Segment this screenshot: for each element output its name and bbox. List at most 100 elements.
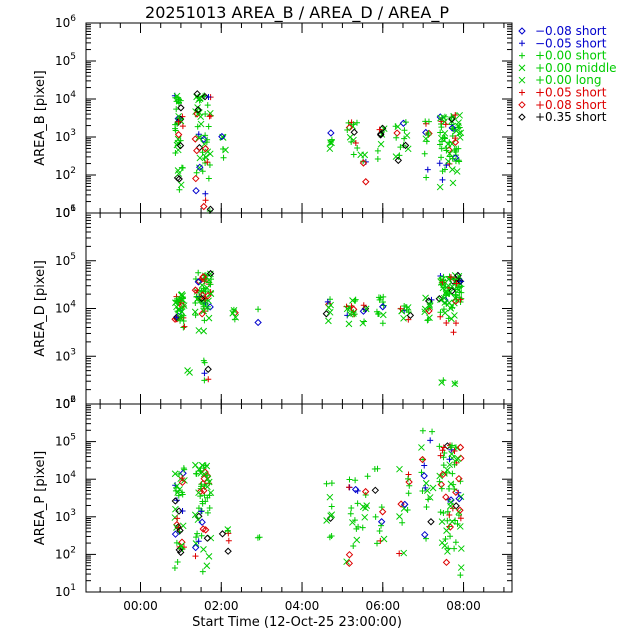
data-point <box>448 283 456 290</box>
data-point <box>203 534 212 542</box>
data-point <box>422 479 430 487</box>
data-point <box>326 493 334 501</box>
data-point <box>371 486 380 495</box>
data-point <box>229 309 237 317</box>
data-point <box>439 470 447 479</box>
data-point <box>449 304 456 311</box>
data-point <box>378 124 387 133</box>
y-tick-exponent: 5 <box>70 252 76 262</box>
data-point <box>198 281 206 289</box>
data-point <box>176 141 185 150</box>
data-point <box>197 120 205 128</box>
data-point <box>201 155 208 162</box>
data-point <box>359 307 368 315</box>
data-point <box>173 174 182 182</box>
data-point <box>455 272 463 280</box>
data-point <box>456 277 465 285</box>
data-point <box>195 109 203 116</box>
data-point <box>354 500 361 507</box>
data-point <box>196 97 203 104</box>
data-point <box>452 112 459 119</box>
data-point <box>175 118 182 125</box>
data-point <box>345 550 354 559</box>
data-point <box>174 515 181 522</box>
data-point <box>174 167 182 174</box>
data-point <box>173 482 181 490</box>
data-point <box>323 480 330 487</box>
data-point <box>177 104 185 112</box>
y-tick-exponent: 3 <box>70 508 76 518</box>
data-point <box>456 523 464 530</box>
data-point <box>439 447 446 454</box>
data-point <box>205 376 212 383</box>
data-point <box>443 442 452 450</box>
data-point <box>441 309 449 317</box>
data-point <box>376 131 385 139</box>
data-point <box>440 510 447 517</box>
data-point <box>426 303 434 310</box>
data-point <box>446 461 454 469</box>
data-point <box>423 138 430 145</box>
chart-title: 20251013 AREA_B / AREA_D / AREA_P <box>145 3 449 23</box>
data-point <box>255 306 262 313</box>
data-point <box>180 318 187 325</box>
data-point <box>419 427 426 434</box>
data-point <box>200 486 208 495</box>
data-point <box>354 487 361 494</box>
data-point <box>449 179 457 187</box>
data-point <box>196 163 204 172</box>
data-point <box>179 508 186 515</box>
data-point <box>405 309 412 316</box>
data-point <box>452 291 459 298</box>
data-point <box>362 178 370 186</box>
data-point <box>224 547 232 555</box>
data-point <box>380 535 388 543</box>
data-point <box>200 303 207 310</box>
data-point <box>438 485 445 492</box>
data-point <box>392 123 399 130</box>
data-point <box>456 294 463 301</box>
data-point <box>180 465 187 472</box>
data-point <box>201 526 210 534</box>
data-point <box>231 316 238 323</box>
data-point <box>447 274 454 281</box>
data-point <box>446 456 453 463</box>
data-point <box>198 518 206 526</box>
y-tick-exponent: 2 <box>70 545 76 555</box>
data-point <box>179 292 187 300</box>
data-point <box>360 302 367 309</box>
data-point <box>204 159 211 166</box>
data-point <box>442 288 450 296</box>
data-point <box>176 470 183 477</box>
data-point <box>200 202 208 211</box>
data-point <box>404 507 411 514</box>
data-point <box>437 452 444 459</box>
data-point <box>225 537 232 544</box>
data-point <box>361 318 368 325</box>
data-point <box>452 380 459 387</box>
data-point <box>206 504 213 511</box>
data-point <box>452 158 459 165</box>
data-point <box>328 503 335 510</box>
data-point <box>206 109 214 117</box>
data-point <box>448 287 456 295</box>
data-point <box>193 90 202 98</box>
legend-label: +0.05 short <box>535 86 607 100</box>
data-point <box>455 474 463 483</box>
data-point <box>194 123 201 130</box>
data-point <box>204 365 212 373</box>
data-point <box>448 518 456 526</box>
data-point <box>345 559 354 568</box>
data-point <box>198 532 205 539</box>
data-point <box>206 161 213 168</box>
data-point <box>220 154 227 161</box>
data-point <box>218 530 227 538</box>
data-point <box>455 512 462 519</box>
data-point <box>326 308 334 316</box>
legend-label: −0.08 short <box>535 24 607 38</box>
legend-label: +0.00 middle <box>535 61 617 75</box>
data-point <box>347 510 354 517</box>
data-point <box>397 305 404 312</box>
data-point <box>352 140 359 147</box>
